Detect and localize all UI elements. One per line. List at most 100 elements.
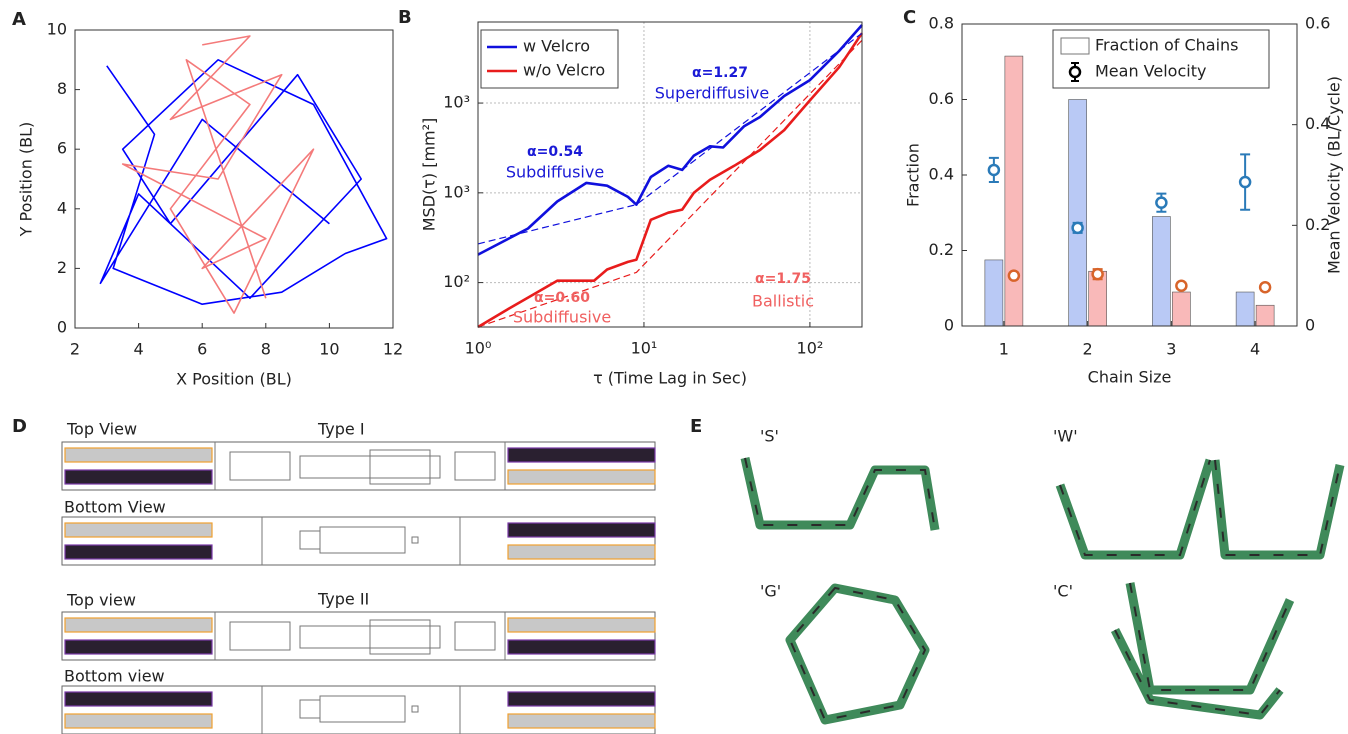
y2-tick-label: 0.4 [1305,114,1330,133]
velcro-strip [507,639,656,655]
plot-frame [961,23,1298,327]
diagram-label: Bottom View [64,498,166,517]
robot-chain-detail [1059,459,1341,556]
plot-frame [477,21,863,328]
y-tick-label: 6 [57,139,67,158]
y-tick-label: 8 [57,79,67,98]
y-axis-label: Fraction [904,143,923,207]
x-tick-label: 1 [999,340,1009,359]
point [1238,175,1252,189]
x-tick-label: 6 [197,340,207,359]
x-tick-label: 12 [383,340,403,359]
x-tick-label: 10 [319,340,339,359]
velcro-strip [64,469,213,485]
point [1007,269,1021,282]
annotation: Subdiffusive [506,163,604,182]
bar [1152,216,1171,327]
plot-frame [74,29,394,329]
annotation: α=1.75 [755,271,811,287]
velcro-strip [507,447,656,463]
y-tick-label: 0.4 [929,165,954,184]
module-sketch [261,517,461,565]
y-tick-label: 0.6 [929,89,954,108]
point [1091,267,1104,281]
series-line [477,32,864,329]
x-tick-label: 3 [1166,340,1176,359]
point [1155,196,1168,209]
y2-tick-label: 0 [1305,316,1315,335]
diagram-label: Type I [317,420,365,439]
legend-label: w/o Velcro [523,61,605,80]
fit-line [477,32,863,245]
point [1175,279,1188,292]
diagram-label: Top view [66,591,136,610]
x-tick-label: 2 [70,340,80,359]
bar [1255,304,1275,327]
robot-chain [785,583,930,725]
robot-chain [1055,458,1345,560]
y-tick-label: 0.2 [929,240,954,259]
velcro-strip [507,469,656,485]
velcro-strip [64,691,213,707]
point [1258,280,1272,294]
y2-axis-label: Mean Velocity (BL/Cycle) [1325,76,1344,274]
x-axis-label: X Position (BL) [176,370,292,389]
x-tick-label: 4 [134,340,144,359]
panel-label: D [12,416,27,437]
legend-swatch [1068,65,1082,79]
panel-label: A [12,9,26,30]
robot-chain [1110,582,1295,720]
y-tick-label: 0.8 [929,14,954,33]
module-sketch [214,442,506,490]
annotation: α=1.27 [692,65,748,81]
y-tick-label: 4 [57,198,67,217]
velcro-strip [64,544,213,560]
annotation: Subdiffusive [513,308,611,327]
annotation: Ballistic [752,292,814,311]
robot-chain-detail [744,457,936,531]
y-tick-label: 10² [443,272,470,291]
velcro-strip [507,713,656,729]
bar [1004,55,1024,327]
x-axis-label: τ (Time Lag in Sec) [593,369,747,388]
y-tick-label: 10³ [443,182,470,201]
velcro-strip [507,544,656,560]
bar [1068,99,1087,327]
legend-label: w Velcro [523,37,590,56]
y-tick-label: 2 [57,258,67,277]
robot-chain-detail [1114,582,1291,717]
module-sketch [261,686,461,734]
velcro-strip [507,522,656,538]
legend-label: Mean Velocity [1095,62,1206,81]
annotation: α=0.54 [527,144,583,160]
panel-label: E [690,416,702,437]
photo-label: 'W' [1053,427,1078,446]
x-tick-label: 4 [1250,340,1260,359]
y2-tick-label: 0.2 [1305,215,1330,234]
velcro-strip [507,691,656,707]
x-tick-label: 10² [797,339,824,358]
series-line [99,59,388,305]
y2-tick-label: 0.6 [1305,14,1330,33]
x-tick-label: 8 [261,340,271,359]
bar [1172,291,1191,327]
point [1071,221,1084,235]
panel-label: C [903,7,916,28]
annotation: Superdiffusive [655,84,769,103]
velcro-strip [64,713,213,729]
diagram-label: Bottom view [64,667,165,686]
bar [984,259,1004,327]
x-axis-label: Chain Size [1088,368,1172,387]
legend-box [480,29,619,89]
panel-label: B [398,7,412,28]
annotation: α=0.60 [534,290,590,306]
x-tick-label: 10⁰ [465,339,492,358]
robot-chain [740,457,940,531]
velcro-strip [507,617,656,633]
x-tick-label: 2 [1083,340,1093,359]
velcro-strip [64,617,213,633]
y-tick-label: 10³ [443,93,470,112]
y-tick-label: 0 [944,316,954,335]
point [987,163,1001,177]
velcro-strip [64,639,213,655]
